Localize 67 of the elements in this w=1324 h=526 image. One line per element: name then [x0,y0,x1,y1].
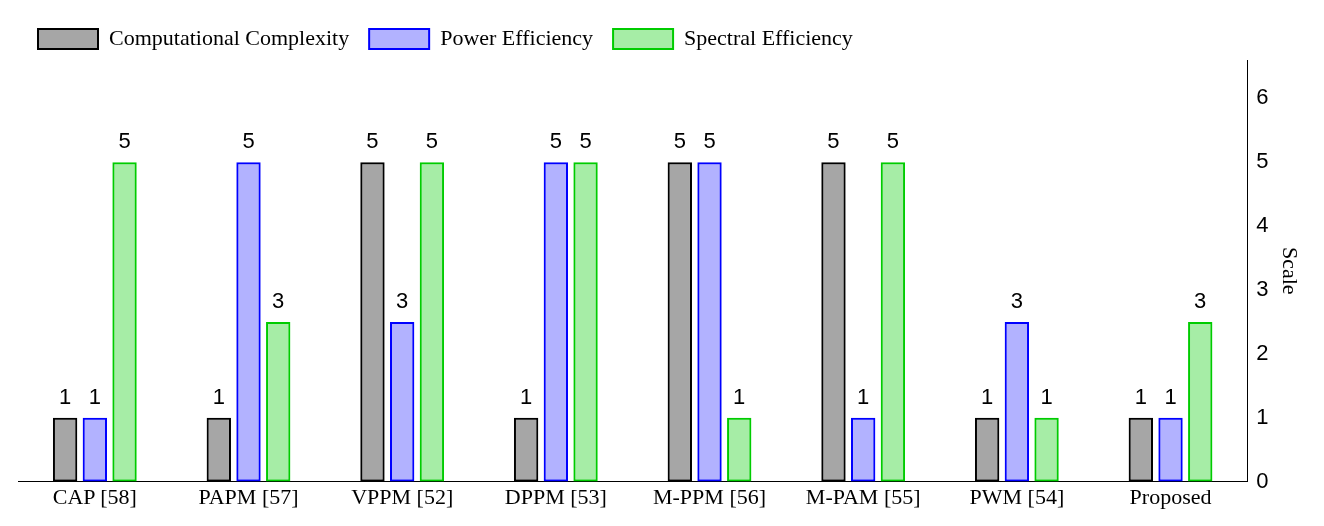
data-label: 5 [118,128,131,154]
data-label: 3 [272,287,285,313]
bar [727,417,752,482]
data-label: 5 [673,128,686,154]
data-label: 1 [520,383,533,409]
x-tick-label: CAP [58] [52,483,137,509]
x-tick-label: VPPM [52] [351,483,454,509]
data-label: 5 [827,128,840,154]
data-label: 5 [242,128,255,154]
x-tick-label: M-PPM [56] [652,483,767,509]
y-tick-label: 4 [1256,212,1269,238]
bar [266,321,291,482]
data-label: 3 [1010,287,1023,313]
bar [82,417,108,482]
bar [1188,321,1213,482]
y-tick-label: 2 [1256,339,1269,365]
x-tick-label: PAPM [57] [198,483,299,509]
bar [206,417,231,482]
data-label: 1 [88,383,101,409]
bar [697,162,722,482]
data-label: 1 [1134,383,1147,409]
x-tick-label: M-PAM [55] [805,483,921,509]
x-tick-label: PWM [54] [969,483,1065,509]
data-label: 1 [1040,383,1053,409]
bar [1034,417,1059,482]
data-label: 1 [857,383,870,409]
legend-label: Computational Complexity [109,24,350,50]
bar [1004,321,1030,482]
data-label: 1 [733,383,746,409]
bar [513,417,539,482]
x-tick-label: Proposed [1129,483,1212,509]
bar [974,417,1000,482]
bar [543,162,569,482]
y-tick-label: 1 [1256,403,1269,429]
data-label: 5 [703,128,716,154]
data-label: 5 [425,128,439,154]
bar [112,162,137,482]
data-label: 5 [579,128,592,154]
bar [667,162,692,482]
y-tick-label: 3 [1256,276,1269,302]
data-label: 5 [886,128,900,154]
data-label: 1 [212,383,225,409]
bar [573,162,598,482]
bar [1128,417,1153,482]
data-label: 1 [59,383,72,409]
bar [390,321,415,482]
y-tick-label: 0 [1256,467,1269,493]
bar [360,162,385,482]
x-tick-label: DPPM [53] [504,483,607,509]
y-tick-label: 6 [1256,84,1269,110]
bar [851,417,876,482]
bar [419,162,445,482]
data-label: 3 [396,287,409,313]
legend-label: Spectral Efficiency [684,24,853,50]
y-axis-title: Scale [1278,246,1304,295]
data-label: 5 [366,128,379,154]
data-label: 1 [1164,383,1177,409]
y-tick-label: 5 [1256,148,1269,174]
bar [1158,417,1183,482]
bar [821,162,846,482]
data-label: 1 [981,383,994,409]
bar [52,417,78,482]
data-label: 3 [1194,287,1207,313]
bar [236,162,261,482]
data-label: 5 [549,128,562,154]
bar [880,162,906,482]
legend-label: Power Efficiency [440,24,594,50]
